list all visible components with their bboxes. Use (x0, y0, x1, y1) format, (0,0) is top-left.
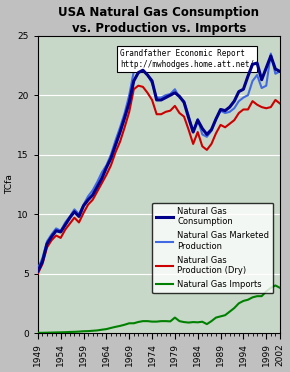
Natural Gas Imports (278, 286, 282, 290)
Natural Gas
Consumption (269, 54, 273, 58)
Natural Gas Imports (77, 329, 81, 334)
Natural Gas
Production (Dry) (128, 110, 131, 114)
Legend: Natural Gas
Consumption, Natural Gas Marketed
Production, Natural Gas
Production: Natural Gas Consumption, Natural Gas Mar… (152, 203, 273, 293)
Natural Gas
Consumption (201, 126, 204, 131)
Natural Gas
Consumption (77, 214, 81, 219)
Line: Natural Gas Marketed
Production: Natural Gas Marketed Production (38, 54, 280, 269)
Natural Gas Marketed
Production (278, 69, 282, 74)
Natural Gas
Production (Dry) (36, 271, 40, 276)
Natural Gas Imports (201, 320, 204, 324)
Natural Gas
Production (Dry) (77, 220, 81, 225)
Natural Gas
Production (Dry) (278, 101, 282, 106)
Natural Gas
Consumption (178, 94, 181, 99)
Natural Gas Marketed
Production (178, 95, 181, 100)
Line: Natural Gas
Consumption: Natural Gas Consumption (38, 56, 280, 271)
Natural Gas Marketed
Production (36, 267, 40, 271)
Natural Gas Marketed
Production (168, 92, 172, 96)
Natural Gas Imports (128, 321, 131, 326)
Natural Gas
Production (Dry) (173, 104, 177, 108)
Natural Gas
Consumption (182, 100, 186, 105)
Natural Gas
Production (Dry) (137, 83, 140, 88)
Natural Gas Marketed
Production (77, 212, 81, 217)
Natural Gas Imports (274, 283, 277, 288)
Title: USA Natural Gas Consumption
vs. Production vs. Imports: USA Natural Gas Consumption vs. Producti… (58, 6, 259, 35)
Line: Natural Gas
Production (Dry): Natural Gas Production (Dry) (38, 86, 280, 273)
Natural Gas
Consumption (168, 93, 172, 97)
Natural Gas Imports (168, 319, 172, 324)
Natural Gas Marketed
Production (128, 93, 131, 97)
Natural Gas
Consumption (278, 69, 282, 74)
Natural Gas Imports (178, 319, 181, 323)
Natural Gas
Production (Dry) (205, 148, 209, 152)
Line: Natural Gas Imports: Natural Gas Imports (38, 285, 280, 333)
Natural Gas
Consumption (128, 100, 131, 105)
Natural Gas Marketed
Production (182, 99, 186, 103)
Natural Gas
Consumption (36, 269, 40, 273)
Natural Gas Imports (182, 320, 186, 324)
Y-axis label: TCfa: TCfa (6, 174, 14, 194)
Text: Grandfather Economic Report
http://mwhodges.home.att.net/: Grandfather Economic Report http://mwhod… (120, 49, 254, 68)
Natural Gas
Production (Dry) (187, 128, 190, 132)
Natural Gas
Production (Dry) (182, 114, 186, 119)
Natural Gas Marketed
Production (269, 51, 273, 56)
Natural Gas Marketed
Production (201, 132, 204, 137)
Natural Gas Imports (36, 331, 40, 335)
